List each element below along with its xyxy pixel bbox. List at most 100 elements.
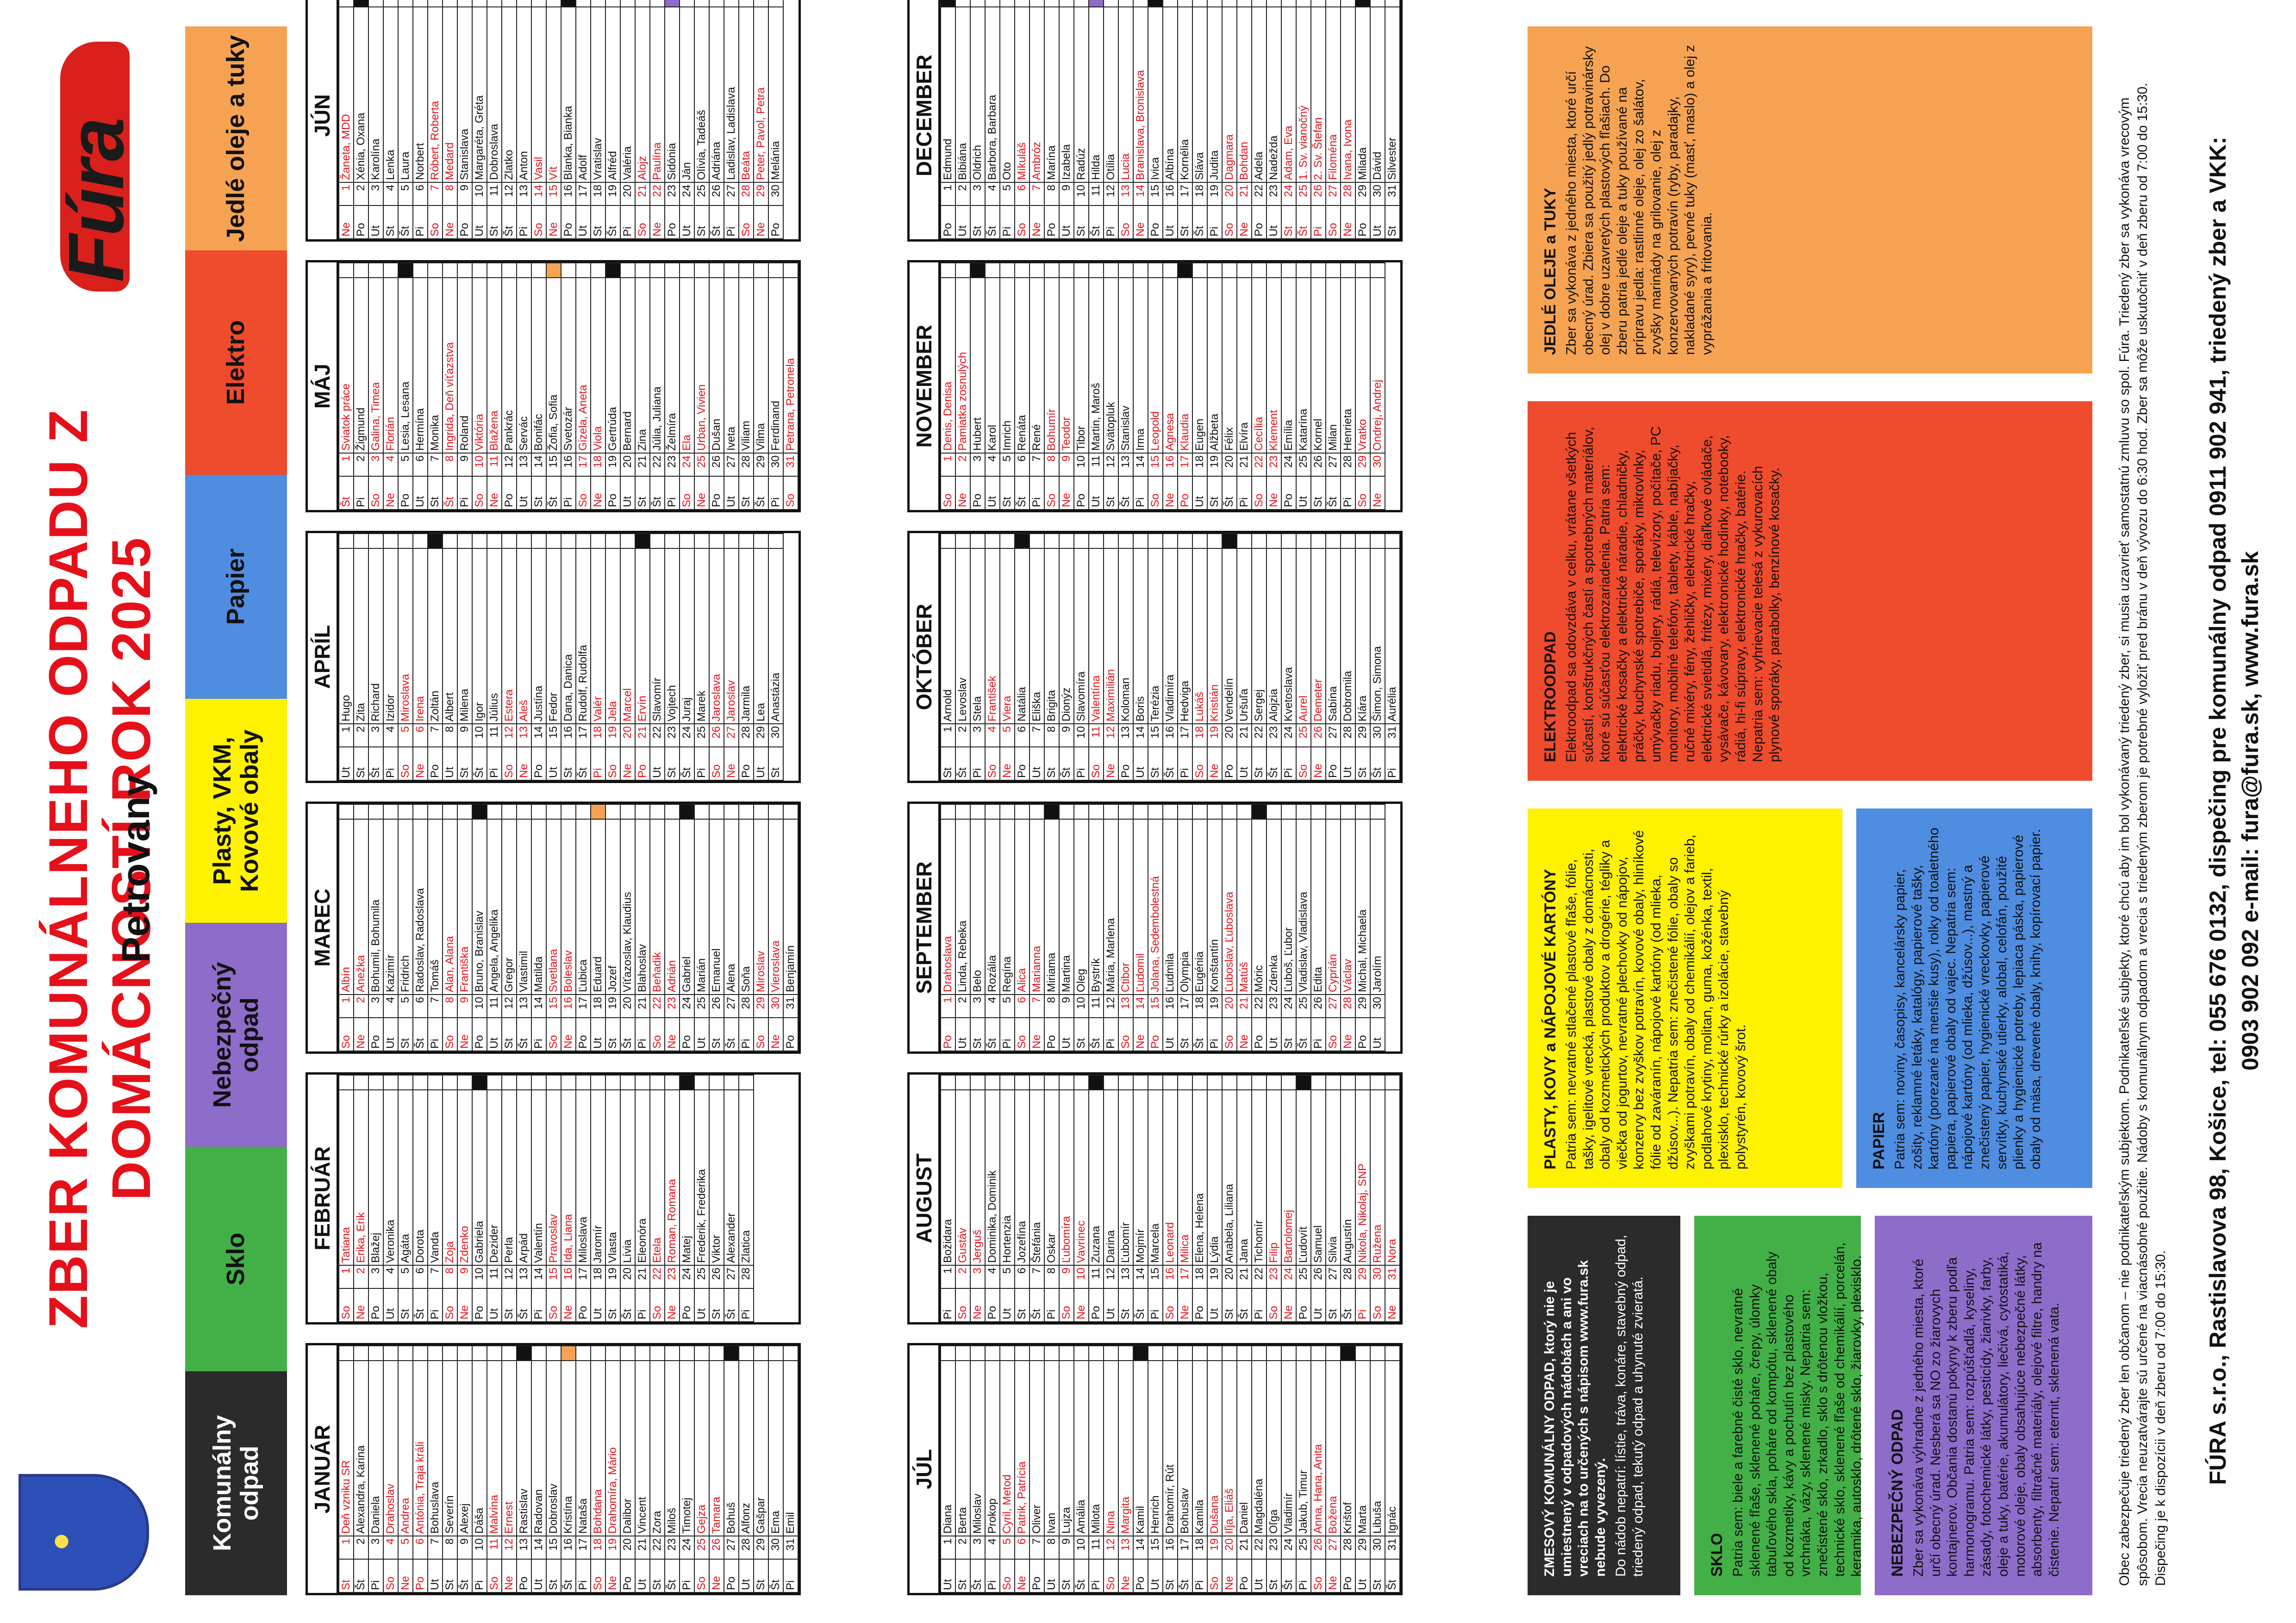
weekday: Št [709, 205, 724, 239]
collection-mark [1148, 1075, 1163, 1090]
day-number: 28 [739, 453, 754, 476]
day-row: Št 27 Alena [724, 804, 739, 1051]
month-block: JÚN Ne 1 Žaneta, MDD Po 2 Xénia, Oxana Ut 3 Karol… [306, 0, 801, 242]
day-row: So 11 Valentína [1089, 534, 1104, 780]
name-day: Angela, Angelika [487, 819, 502, 995]
day-row: Št 25 1. Sv. vianočný [1296, 0, 1311, 239]
collection-mark [970, 0, 985, 7]
name-day: Sidónia [665, 7, 680, 182]
collection-mark [1178, 1075, 1192, 1090]
day-number: 12 [502, 1265, 517, 1288]
day-number: 26 [1311, 995, 1326, 1018]
day-row: Ne 26 Demeter [1311, 534, 1326, 780]
name-day: Anna, Hana, Anita [1311, 1361, 1326, 1536]
name-day: Róbert, Roberta [428, 7, 443, 182]
name-day: Alica [1015, 819, 1029, 995]
day-row: Pi 31 Aurélia [1385, 534, 1400, 780]
day-number: 25 [1296, 182, 1311, 205]
day-number: 19 [1207, 995, 1222, 1018]
day-row: So 19 Jela [605, 534, 620, 780]
collection-mark [724, 0, 739, 7]
collection-mark [443, 263, 457, 278]
collection-mark [985, 534, 1000, 548]
collection-mark [1133, 534, 1148, 548]
weekday: Po [1133, 1559, 1148, 1592]
collection-mark [546, 1346, 561, 1361]
weekday: Po [1089, 1288, 1104, 1322]
name-day: Svetozár [561, 278, 576, 453]
name-day: René [1029, 278, 1044, 453]
weekday: Ut [383, 1018, 398, 1051]
day-row: St 9 Lujza [1059, 1346, 1074, 1592]
day-number: 3 [970, 182, 985, 205]
name-day: Imrich [1000, 278, 1015, 453]
day-number: 13 [517, 724, 531, 747]
name-day: Albín [339, 819, 354, 995]
name-day: Dáša [472, 1361, 487, 1536]
weekday: Ut [546, 747, 561, 780]
name-day: Dobroslava [487, 7, 502, 182]
weekday: Št [985, 1018, 1000, 1051]
day-number: 5 [398, 453, 413, 476]
collection-mark [1311, 534, 1326, 548]
weekday: Št [1370, 747, 1385, 780]
legend-item: Jedlé oleje a tuky [185, 26, 287, 251]
collection-mark [783, 263, 798, 278]
day-row: Ne 2 Erika, Erik [354, 1075, 368, 1322]
day-row: Pi 3 Stela [970, 534, 985, 780]
name-day: Dominika, Dominik [985, 1090, 1000, 1265]
day-number: 19 [605, 182, 620, 205]
day-number: 4 [383, 995, 398, 1018]
day-number: 11 [487, 1265, 502, 1288]
day-number: 29 [1355, 1265, 1370, 1288]
day-row: Pi 10 Dáša [472, 1346, 487, 1592]
weekday: Po [709, 476, 724, 510]
day-number: 24 [680, 724, 694, 747]
weekday: Pi [428, 1018, 443, 1051]
weekday: Po [1074, 476, 1089, 510]
weekday: Ne [1281, 1288, 1296, 1322]
day-row: Ne 1 Žaneta, MDD [339, 0, 354, 239]
collection-mark [517, 1346, 531, 1361]
day-number: 10 [1074, 1536, 1089, 1559]
day-row: Po 22 Móric [1252, 804, 1267, 1051]
weekday: Ne [768, 1018, 783, 1051]
day-row: Ut 21 Uršuľa [1237, 534, 1252, 780]
weekday: Ne [620, 747, 635, 780]
day-row: St 12 Svätopluk [1104, 263, 1118, 510]
day-row: Ne 11 Blažena [487, 263, 502, 510]
day-row: Št 23 Alojzia [1267, 534, 1281, 780]
legend-item: Plasty, VKM, Kovové obaly [185, 698, 287, 923]
elektro-info-title: ELEKTROODPAD [1541, 631, 1559, 762]
collection-mark [1178, 0, 1192, 7]
weekday: Št [339, 476, 354, 510]
day-number: 29 [1355, 1536, 1370, 1559]
name-day: Albína [1163, 7, 1178, 182]
collection-mark [739, 804, 754, 819]
day-row: Pi 25 Jakub, Timur [1296, 1346, 1311, 1592]
name-day: Ľubomír [1118, 1090, 1133, 1265]
day-number: 9 [457, 995, 472, 1018]
collection-mark [546, 263, 561, 278]
collection-mark [561, 804, 576, 819]
day-row: Ne 8 Medard [443, 0, 457, 239]
weekday: So [941, 476, 955, 510]
collection-mark [1178, 804, 1192, 819]
name-day: Ivan [1044, 1361, 1059, 1536]
day-row: Ne 21 Bohdan [1237, 0, 1252, 239]
weekday: Po [1044, 205, 1059, 239]
collection-mark [576, 0, 591, 7]
name-day: Jela [605, 548, 620, 724]
weekday: Št [1326, 476, 1341, 510]
collection-mark [487, 0, 502, 7]
name-day: Dušana [1207, 1361, 1222, 1536]
month-block: JANUÁR St 1 Deň vzniku SR Št 2 Alexandra, Kari… [306, 1343, 801, 1595]
name-day: Igor [472, 548, 487, 724]
day-row: Ut 20 Bernard [620, 263, 635, 510]
weekday: Pi [517, 205, 531, 239]
day-number: 29 [754, 995, 768, 1018]
month-name: JÚL [910, 1345, 940, 1593]
name-day: Blažena [487, 278, 502, 453]
name-day: Adam, Eva [1281, 7, 1296, 182]
